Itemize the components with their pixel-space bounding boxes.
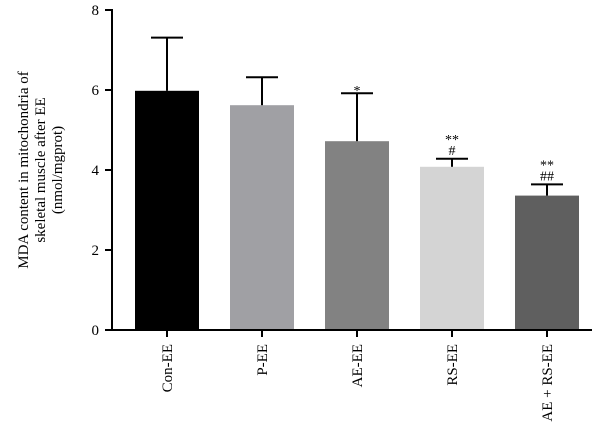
y-axis-title-line: skeletal muscle after EE: [33, 97, 49, 242]
bar: [420, 166, 484, 330]
y-tick-label: 8: [92, 3, 100, 19]
y-axis-title-text: MDA content in mitochondria ofskeletal m…: [16, 71, 66, 268]
y-tick-label: 4: [92, 163, 100, 179]
y-axis-title-line: MDA content in mitochondria of: [16, 71, 32, 268]
significance-hash: ##: [540, 169, 554, 184]
x-tick-label: AE-EE: [350, 344, 366, 387]
y-tick-label: 2: [92, 243, 100, 259]
x-tick-label: AE + RS-EE: [540, 344, 556, 422]
y-axis-title-line: (nmol/mgprot): [50, 126, 66, 214]
x-tick-label: P-EE: [255, 344, 271, 376]
y-axis-title: MDA content in mitochondria ofskeletal m…: [16, 71, 66, 268]
y-tick-label: 0: [92, 323, 100, 339]
significance-hash: #: [449, 144, 456, 159]
plot-area: Con-EE P-EE*AE-EE**#RS-EE**##AE + RS-EE02…: [92, 3, 592, 422]
bar: [230, 105, 294, 330]
y-tick-label: 6: [92, 83, 100, 99]
significance-star: **: [445, 133, 459, 148]
bar: [325, 141, 389, 330]
significance-star: **: [540, 158, 554, 173]
bar: [135, 90, 199, 330]
x-tick-label: RS-EE: [445, 344, 461, 386]
x-tick-label: Con-EE: [160, 344, 176, 392]
bar: [515, 195, 579, 330]
significance-star: *: [354, 84, 361, 99]
